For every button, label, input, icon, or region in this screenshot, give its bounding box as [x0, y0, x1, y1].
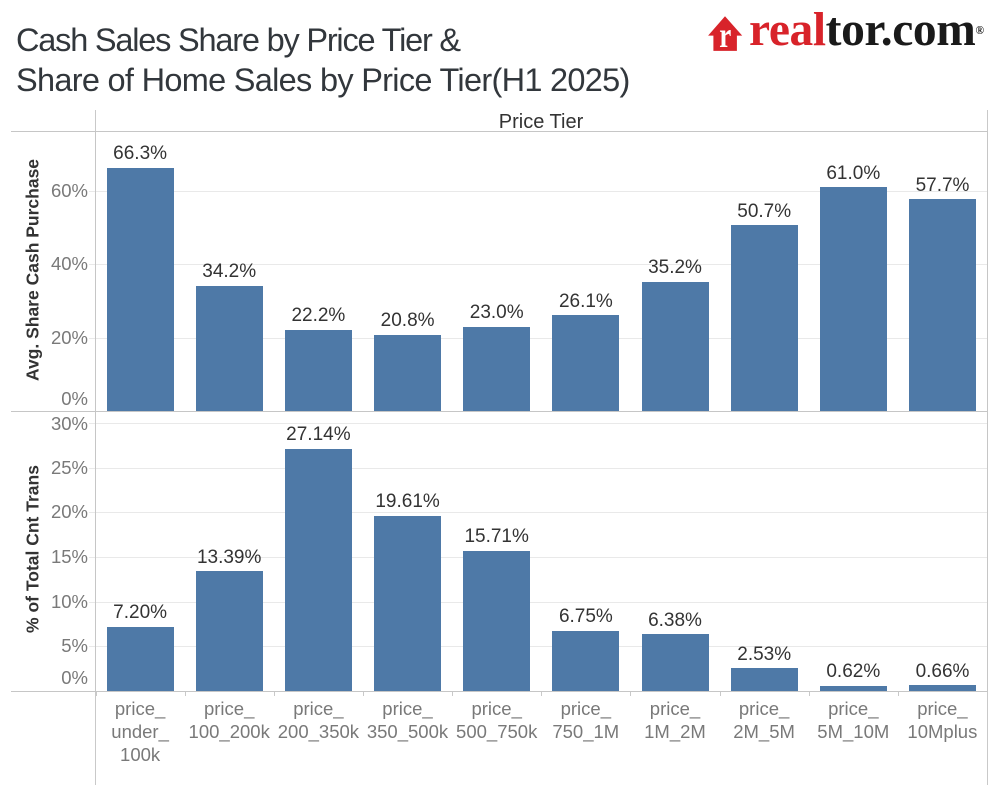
svg-text:r: r — [719, 15, 731, 55]
